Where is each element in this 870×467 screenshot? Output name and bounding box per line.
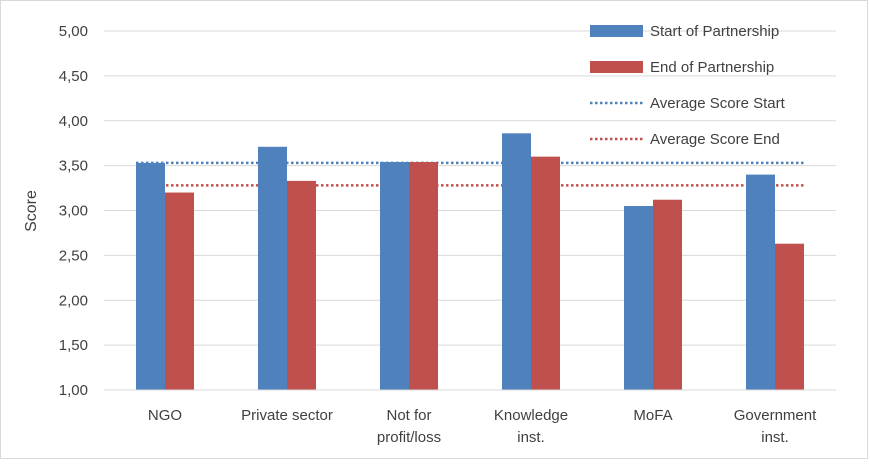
y-tick-label: 2,50 xyxy=(59,247,88,264)
legend-item-average-end: Average Score End xyxy=(590,131,780,148)
bar-end-5 xyxy=(653,199,682,390)
y-axis-title: Score xyxy=(23,190,40,232)
gridlines xyxy=(104,30,836,346)
x-tick-label: Government inst. xyxy=(734,407,817,446)
x-tick-label-line: NGO xyxy=(148,407,182,424)
x-tick-label-line: Knowledge xyxy=(494,407,568,424)
bar-end-2 xyxy=(287,180,316,390)
legend-swatch xyxy=(590,25,643,37)
legend-item-end: End of Partnership xyxy=(590,59,774,76)
y-tick-label: 4,50 xyxy=(59,68,88,85)
bar-start-3 xyxy=(380,162,409,390)
bar-end-3 xyxy=(409,162,438,390)
y-tick-label: 1,50 xyxy=(59,337,88,354)
x-tick-label-line: Private sector xyxy=(241,407,333,424)
legend-swatch xyxy=(590,61,643,73)
x-tick-label-line: Not for xyxy=(386,407,431,424)
y-tick-label: 4,00 xyxy=(59,113,88,130)
x-tick-label-line: inst. xyxy=(761,429,789,446)
x-tick-label: Knowledge inst. xyxy=(494,407,568,446)
bar-start-2 xyxy=(258,146,287,390)
bars xyxy=(136,133,804,390)
legend: Start of Partnership End of Partnership Av… xyxy=(590,23,786,148)
legend-label: Average Score End xyxy=(650,131,780,148)
x-tick-label-line: inst. xyxy=(517,429,545,446)
legend-label: Average Score Start xyxy=(650,95,786,112)
x-tick-label: MoFA xyxy=(633,407,672,424)
legend-item-start: Start of Partnership xyxy=(590,23,779,40)
x-tick-label: Private sector xyxy=(241,407,333,424)
legend-label: Start of Partnership xyxy=(650,23,779,40)
x-tick-label: Not for profit/loss xyxy=(377,407,441,446)
bar-start-4 xyxy=(502,133,531,390)
x-tick-label-line: Government xyxy=(734,407,817,424)
y-tick-label: 5,00 xyxy=(59,23,88,40)
bar-start-5 xyxy=(624,206,653,390)
legend-item-average-start: Average Score Start xyxy=(590,95,786,112)
y-tick-label: 2,00 xyxy=(59,292,88,309)
x-tick-label-line: profit/loss xyxy=(377,429,441,446)
bar-start-6 xyxy=(746,174,775,390)
x-tick-label-line: MoFA xyxy=(633,407,672,424)
bar-end-1 xyxy=(165,192,194,390)
legend-label: End of Partnership xyxy=(650,59,774,76)
y-tick-label: 3,00 xyxy=(59,203,88,220)
bar-end-6 xyxy=(775,243,804,390)
y-tick-label: 1,00 xyxy=(59,382,88,399)
bar-start-1 xyxy=(136,162,165,390)
x-tick-label: NGO xyxy=(148,407,182,424)
bar-end-4 xyxy=(531,156,560,390)
reference-lines xyxy=(136,161,804,187)
y-axis-ticks: 1,00 1,50 2,00 2,50 3,00 3,50 4,00 4,50 5,00 xyxy=(59,23,88,399)
x-axis-ticks: NGO Private sector Not for profit/loss Knowl… xyxy=(148,407,817,446)
y-tick-label: 3,50 xyxy=(59,158,88,175)
